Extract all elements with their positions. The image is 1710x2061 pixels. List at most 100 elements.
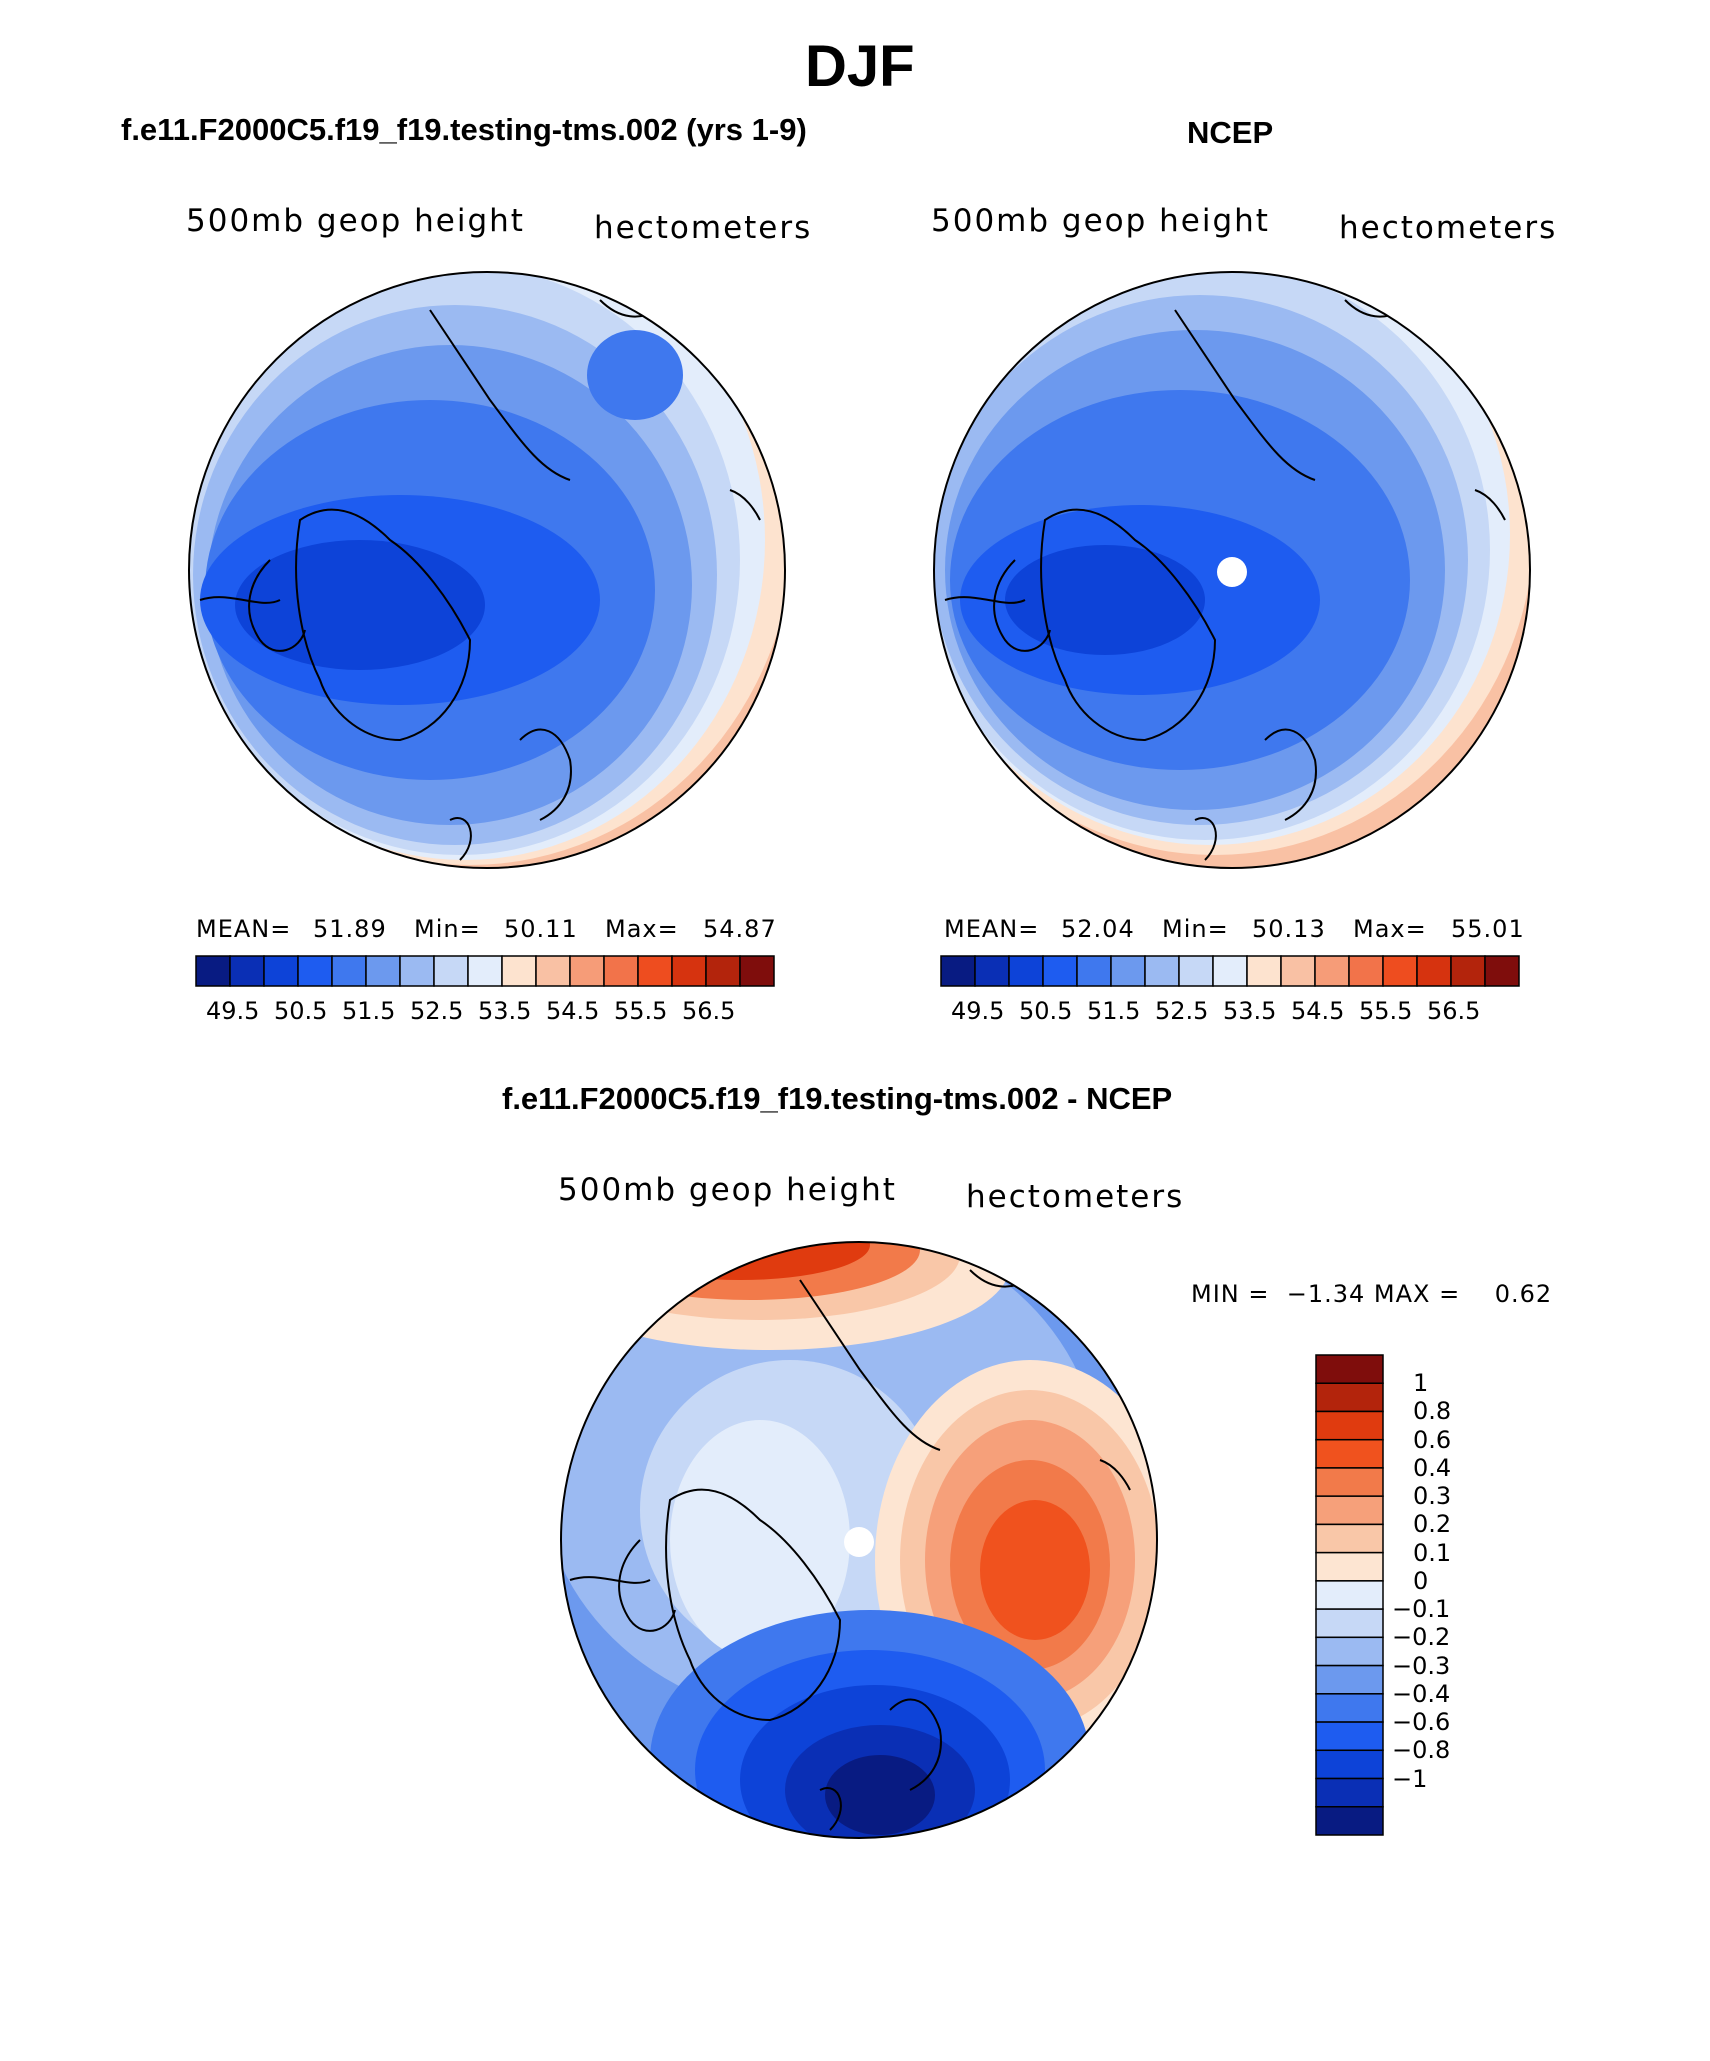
- colorbar-diff-tick-label: −0.8: [1392, 1736, 1451, 1765]
- colorbar-diff-tick-label: 0.4: [1413, 1453, 1452, 1482]
- colorbar-diff-swatch: [1315, 1806, 1384, 1836]
- colorbar-model-swatch: [705, 955, 741, 987]
- colorbar-diff-tick-label: 1: [1413, 1369, 1429, 1398]
- colorbar-model-swatch: [195, 955, 231, 987]
- colorbar-diff-swatch: [1315, 1636, 1384, 1667]
- colorbar-obs-swatch: [1314, 955, 1350, 987]
- model-secondary-low: [587, 330, 683, 420]
- colorbar-diff-tick-label: −0.6: [1392, 1708, 1451, 1737]
- model-max-value: 54.87: [703, 915, 777, 943]
- obs-map: [933, 271, 1531, 869]
- colorbar-model-tick-label: 55.5: [614, 997, 668, 1025]
- diff-map: [560, 1241, 1158, 1839]
- colorbar-diff-swatch: [1315, 1354, 1384, 1384]
- colorbar-model-swatch: [671, 955, 707, 987]
- colorbar-model-tick-label: 49.5: [206, 997, 260, 1025]
- colorbar-diff-tick-label: 0.3: [1413, 1482, 1452, 1511]
- colorbar-diff-tick-label: 0: [1413, 1566, 1429, 1595]
- colorbar-diff-tick-label: 0.1: [1413, 1538, 1452, 1567]
- colorbar-obs-swatch: [1246, 955, 1282, 987]
- colorbar-obs-swatch: [1144, 955, 1180, 987]
- colorbar-obs-tick-label: 55.5: [1359, 997, 1413, 1025]
- model-mean-label: MEAN=: [196, 915, 292, 943]
- colorbar-obs-swatch: [1416, 955, 1452, 987]
- diff-ridge-top-red: [610, 1242, 870, 1280]
- colorbar-obs-swatch: [974, 955, 1010, 987]
- obs-left-label: 500mb geop height: [931, 203, 1270, 239]
- obs-mean-value: 52.04: [1061, 915, 1135, 943]
- colorbar-model-swatch: [263, 955, 299, 987]
- diff-band-palest-blue: [670, 1420, 850, 1660]
- colorbar-diff-tick-label: −0.2: [1392, 1623, 1451, 1652]
- colorbar-model-swatch: [365, 955, 401, 987]
- diff-pole-mask: [844, 1527, 874, 1557]
- colorbar-diff-tick-label: −1: [1392, 1764, 1428, 1793]
- colorbar-obs-swatch: [1382, 955, 1418, 987]
- diff-ridge-top-orange: [580, 1242, 920, 1300]
- colorbar-obs-tick-label: 52.5: [1155, 997, 1209, 1025]
- colorbar-model-swatch: [535, 955, 571, 987]
- colorbar-model-tick-label: 56.5: [682, 997, 736, 1025]
- colorbar-model-tick-label: 52.5: [410, 997, 464, 1025]
- colorbar-obs-swatch: [1178, 955, 1214, 987]
- model-map-outline: [188, 271, 786, 869]
- obs-right-label: hectometers: [1339, 210, 1558, 246]
- obs-max-label: Max=: [1353, 915, 1427, 943]
- colorbar-model-tick-label: 53.5: [478, 997, 532, 1025]
- colorbar-model-swatch: [331, 955, 367, 987]
- diff-right-label: hectometers: [966, 1179, 1185, 1215]
- colorbar-model-swatch: [297, 955, 333, 987]
- colorbar-model-tick-label: 54.5: [546, 997, 600, 1025]
- colorbar-obs-swatch: [1110, 955, 1146, 987]
- colorbar-diff-tick-label: 0.6: [1413, 1425, 1452, 1454]
- model-left-label: 500mb geop height: [186, 203, 525, 239]
- colorbar-obs-tick-label: 53.5: [1223, 997, 1277, 1025]
- colorbar-obs-tick-label: 51.5: [1087, 997, 1141, 1025]
- colorbar-diff-swatch: [1315, 1467, 1384, 1497]
- colorbar-diff-tick-label: −0.3: [1392, 1651, 1451, 1680]
- colorbar-obs-swatch: [940, 955, 976, 987]
- model-right-label: hectometers: [594, 210, 813, 246]
- diff-ridge-east-core: [980, 1500, 1090, 1640]
- diff-min-max: MIN = −1.34 MAX = 0.62: [1191, 1280, 1553, 1308]
- obs-mean-label: MEAN=: [944, 915, 1040, 943]
- colorbar-diff-swatch: [1315, 1749, 1384, 1780]
- colorbar-diff-swatch: [1315, 1664, 1384, 1695]
- colorbar-diff-tick-label: −0.4: [1392, 1679, 1451, 1708]
- colorbar-obs-swatch: [1042, 955, 1078, 987]
- colorbar-obs-swatch: [1280, 955, 1316, 987]
- model-min-value: 50.11: [504, 915, 578, 943]
- model-mean-value: 51.89: [313, 915, 387, 943]
- colorbar-obs: [940, 955, 1520, 987]
- model-subtitle: f.e11.F2000C5.f19_f19.testing-tms.002 (y…: [121, 112, 807, 147]
- diff-left-label: 500mb geop height: [558, 1172, 897, 1208]
- diff-map-outline: [560, 1241, 1158, 1839]
- colorbar-model: [195, 955, 775, 987]
- diff-trough-min: [825, 1755, 935, 1835]
- obs-max-value: 55.01: [1451, 915, 1525, 943]
- model-coastlines: [199, 299, 761, 861]
- colorbar-diff-swatch: [1315, 1410, 1384, 1441]
- colorbar-diff-swatch: [1315, 1495, 1384, 1526]
- obs-coastlines: [944, 299, 1506, 861]
- obs-min-value: 50.13: [1252, 915, 1326, 943]
- colorbar-diff-tick-label: −0.1: [1392, 1595, 1451, 1624]
- colorbar-model-swatch: [229, 955, 265, 987]
- model-min-label: Min=: [414, 915, 481, 943]
- obs-pole-mask: [1217, 557, 1247, 587]
- obs-band-darker-blue: [1005, 545, 1205, 655]
- colorbar-obs-swatch: [1484, 955, 1520, 987]
- colorbar-obs-tick-label: 49.5: [951, 997, 1005, 1025]
- diff-coastlines: [569, 1269, 1131, 1831]
- colorbar-obs-tick-label: 54.5: [1291, 997, 1345, 1025]
- colorbar-diff-swatch: [1315, 1438, 1384, 1469]
- colorbar-diff-tick-label: 0.2: [1413, 1510, 1452, 1539]
- colorbar-diff-swatch: [1315, 1721, 1384, 1752]
- colorbar-model-swatch: [399, 955, 435, 987]
- colorbar-model-swatch: [739, 955, 775, 987]
- colorbar-obs-swatch: [1008, 955, 1044, 987]
- colorbar-obs-tick-label: 50.5: [1019, 997, 1073, 1025]
- colorbar-model-swatch: [467, 955, 503, 987]
- colorbar-diff-swatch: [1315, 1608, 1384, 1639]
